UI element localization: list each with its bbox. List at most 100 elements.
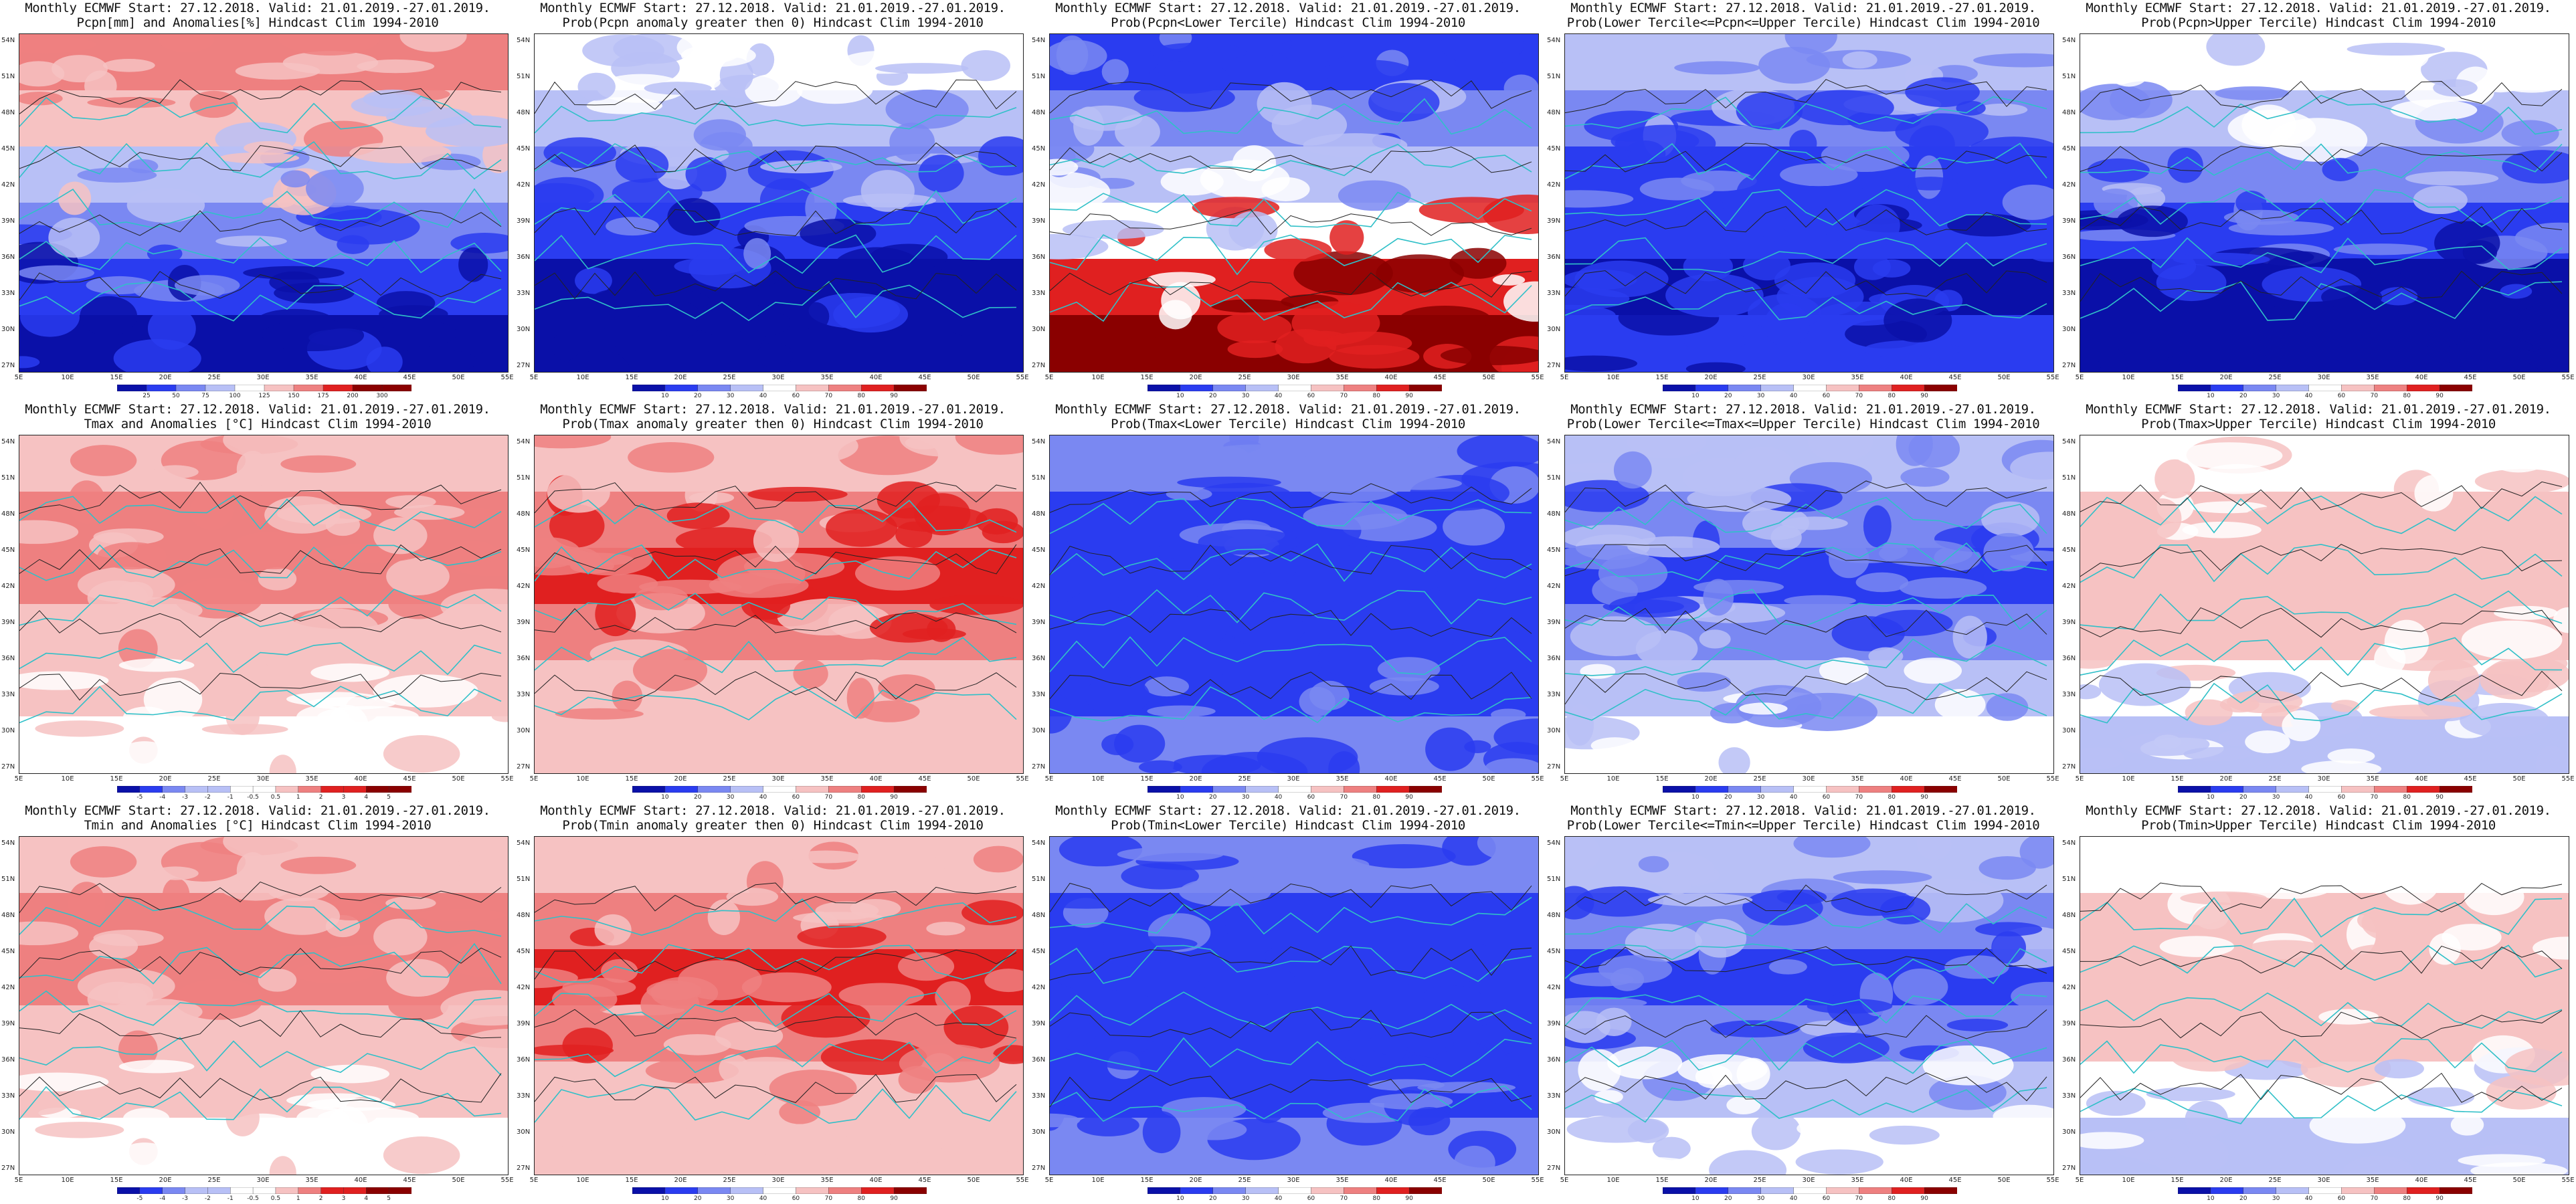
colorbar-label: 20 <box>694 393 702 399</box>
colorbar-label: 90 <box>1405 393 1413 399</box>
field-blotch <box>1868 647 1904 666</box>
field-blotch <box>2080 684 2102 700</box>
field-blotch <box>117 1142 173 1174</box>
field-blotch <box>20 614 126 651</box>
longitude-label: 50E <box>2512 1177 2526 1184</box>
field-blotch <box>80 296 138 336</box>
longitude-label: 5E <box>2075 1177 2084 1184</box>
colorbar-swatch <box>1793 385 1827 391</box>
latitude-label: 33N <box>2062 1092 2076 1100</box>
colorbar-label: 80 <box>857 794 865 801</box>
field-blotch <box>1257 82 1312 126</box>
colorbar-swatch <box>632 1187 666 1194</box>
map-panel: Monthly ECMWF Start: 27.12.2018. Valid: … <box>2061 0 2576 401</box>
field-blotch <box>1101 59 1129 85</box>
colorbar-label: 90 <box>2435 794 2444 801</box>
colorbar-swatch <box>1245 1187 1279 1194</box>
field-blotch <box>1991 931 2027 964</box>
colorbar <box>117 786 411 793</box>
latitude-label: 36N <box>1032 655 1046 662</box>
field-blotch <box>315 1160 379 1175</box>
longitude-label: 40E <box>2415 374 2428 381</box>
map-panel: Monthly ECMWF Start: 27.12.2018. Valid: … <box>1030 401 1546 803</box>
longitude-label: 30E <box>2317 374 2330 381</box>
longitude-label: 25E <box>207 1177 221 1184</box>
longitude-label: 5E <box>529 1177 539 1184</box>
colorbar-label: 4 <box>364 794 369 801</box>
longitude-label: 20E <box>674 775 687 783</box>
latitude-label: 54N <box>517 37 531 44</box>
field-blotch <box>984 969 1023 993</box>
longitude-label: 55E <box>2561 1177 2575 1184</box>
contour-line <box>535 1009 1017 1039</box>
field-blotch <box>1457 435 1538 469</box>
longitude-label: 55E <box>1016 775 1029 783</box>
field-blotch <box>2450 1114 2484 1136</box>
field-blotch <box>264 897 341 935</box>
field-blotch <box>2089 930 2126 944</box>
colorbar-label: 70 <box>2370 1195 2379 1202</box>
colorbar-label: 50 <box>172 393 180 399</box>
field-blotch <box>1793 837 1871 858</box>
coastline <box>19 140 502 180</box>
field-blotch <box>2342 1155 2415 1175</box>
colorbar-label: 1 <box>296 1195 300 1202</box>
colorbar-swatch <box>1924 385 1957 391</box>
latitude-label: 48N <box>517 109 531 116</box>
colorbar-swatch <box>1408 786 1442 793</box>
longitude-label: 15E <box>625 374 638 381</box>
colorbar <box>632 1187 927 1194</box>
field-blotch <box>1115 114 1160 150</box>
contour-line <box>535 270 1017 300</box>
contour-line <box>19 145 502 172</box>
field-blotch <box>440 589 508 625</box>
field-blotch <box>1879 896 1931 924</box>
colorbar-swatch <box>1311 385 1345 391</box>
latitude-label: 54N <box>517 438 531 445</box>
field-blotch <box>2190 501 2268 514</box>
longitude-label: 45E <box>1948 775 1962 783</box>
field-blotch <box>1736 92 1803 130</box>
field-blotch <box>269 1156 296 1175</box>
coastline <box>19 95 502 134</box>
field-blotch <box>747 486 848 502</box>
map-field <box>2080 836 2569 1175</box>
field-blotch <box>1703 579 1734 616</box>
field-blotch <box>70 445 137 476</box>
field-blotch <box>2390 518 2464 538</box>
field-blotch <box>2333 243 2428 256</box>
contour-line <box>19 881 502 913</box>
latitude-label: 48N <box>1032 912 1046 919</box>
latitude-label: 36N <box>1 655 15 662</box>
field-blotch <box>601 959 638 983</box>
map-panel: Monthly ECMWF Start: 27.12.2018. Valid: … <box>0 401 515 803</box>
coastline <box>1050 636 1532 676</box>
latitude-label: 54N <box>1547 37 1561 44</box>
field-blotch <box>1050 1086 1129 1103</box>
field-blotch <box>1317 641 1392 678</box>
field-blotch <box>2227 110 2316 148</box>
colorbar-label: 40 <box>2304 1195 2313 1202</box>
field-blotch <box>562 1027 613 1064</box>
map-field <box>534 836 1024 1175</box>
latitude-label: 27N <box>1 1165 15 1172</box>
longitude-label: 55E <box>2046 1177 2059 1184</box>
longitude-label: 15E <box>1655 775 1669 783</box>
field-blotch <box>848 659 897 676</box>
latitude-label: 27N <box>517 1165 531 1172</box>
contour-line <box>1565 946 2047 974</box>
colorbar-swatch <box>828 385 862 391</box>
field-blotch <box>458 450 508 472</box>
longitude-label: 25E <box>1238 775 1251 783</box>
field-blotch <box>644 82 712 95</box>
field-blotch <box>854 556 941 591</box>
coastline <box>1050 234 1532 276</box>
colorbar-swatch <box>162 1187 186 1194</box>
field-blotch <box>102 59 155 72</box>
field-blotch <box>676 34 744 64</box>
field-blotch <box>2419 344 2456 365</box>
field-blotch <box>1306 857 1370 872</box>
field-blotch <box>2080 853 2154 879</box>
longitude-label: 50E <box>967 374 980 381</box>
coastline <box>1050 589 1532 626</box>
